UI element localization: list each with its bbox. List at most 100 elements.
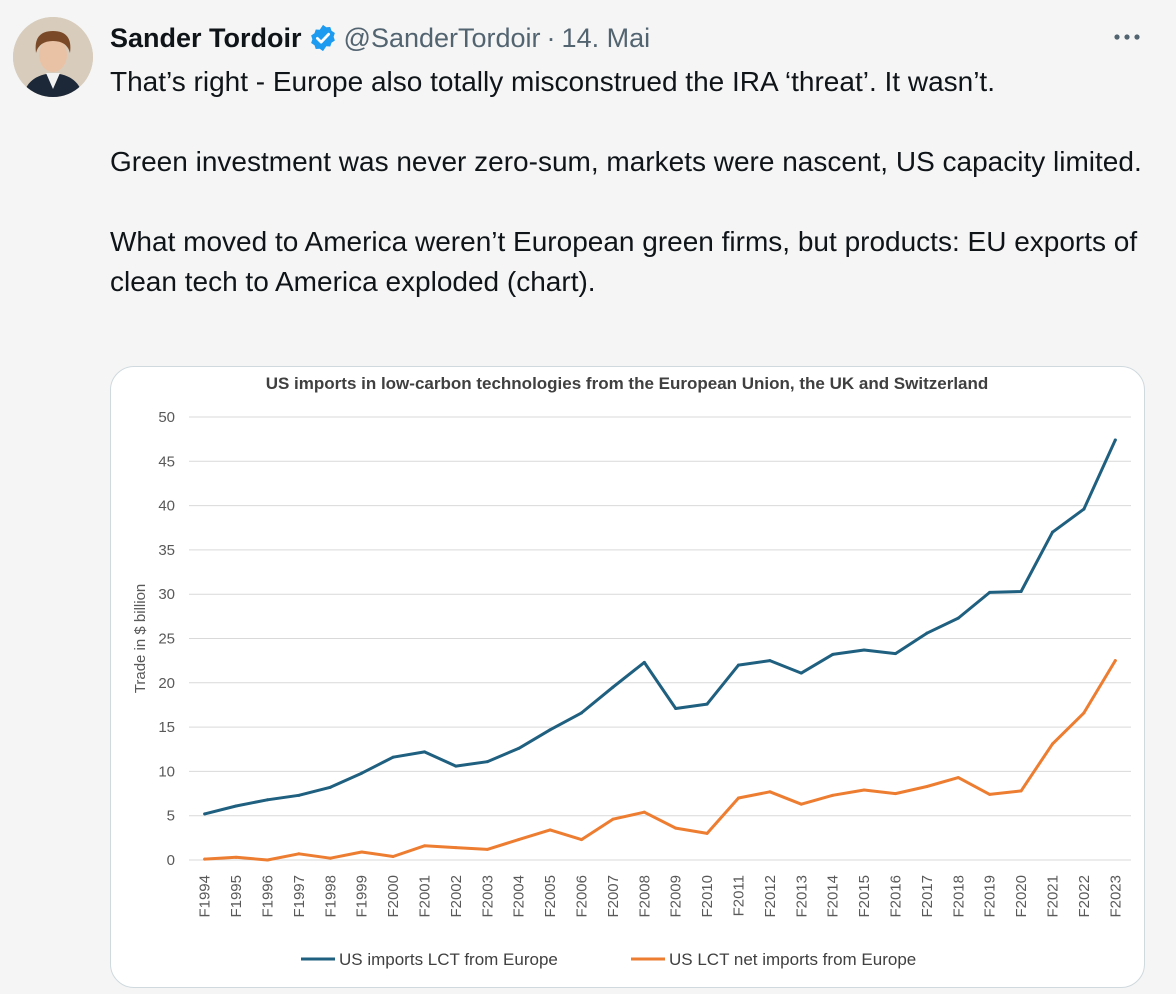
x-tick-label: F2016 [888,875,905,918]
data-point [485,847,489,851]
data-point [737,796,740,800]
y-tick-label: 30 [158,586,175,603]
x-tick-label: F2015 [856,875,873,918]
data-point [548,728,552,732]
avatar-image [13,17,93,97]
data-point [548,828,552,832]
data-point [1082,711,1086,715]
y-tick-label: 20 [158,675,175,692]
data-point [705,831,709,835]
y-tick-label: 35 [158,542,175,559]
x-tick-label: F2000 [385,875,402,918]
data-point [862,648,866,652]
data-point [203,857,207,861]
data-point [894,792,897,796]
data-point [266,798,269,802]
x-tick-label: F2011 [731,875,748,916]
chart-title: US imports in low-carbon technologies fr… [266,374,989,393]
x-tick-label: F2012 [762,875,779,918]
x-tick-label: F2019 [982,875,999,918]
data-point [768,790,772,794]
author-handle[interactable]: @SanderTordoir [343,22,541,53]
data-point [234,804,238,808]
x-tick-label: F2010 [699,875,716,918]
x-tick-label: F2020 [1013,875,1030,918]
data-point [485,760,489,764]
data-point [328,785,332,789]
data-point [705,702,709,706]
x-tick-label: F1996 [260,875,277,918]
y-tick-label: 50 [158,409,175,426]
x-tick-label: F1997 [291,875,308,918]
data-point [1019,789,1023,793]
chart-image-card[interactable]: US imports in low-carbon technologies fr… [110,366,1145,988]
x-tick-label: F2007 [605,875,622,918]
x-tick-label: F2001 [417,875,434,918]
data-point [391,755,395,759]
data-point [1051,530,1054,534]
data-point [956,776,960,780]
x-tick-label: F1999 [354,875,371,918]
data-point [642,660,646,664]
data-point [203,812,207,816]
data-point [423,750,426,754]
y-tick-label: 5 [167,808,175,825]
data-point [1019,590,1023,594]
x-tick-label: F2013 [793,875,810,918]
data-point [988,590,992,594]
data-point [831,793,835,797]
series-line-2 [203,659,1117,862]
data-point [454,764,458,768]
tweet-paragraph: Green investment was never zero-sum, mar… [110,146,1142,177]
data-point [674,826,678,830]
data-point [799,671,803,675]
data-point [956,616,960,620]
header-separator: · [546,22,556,53]
data-point [1113,438,1117,442]
series-line-1 [203,438,1117,816]
data-point [360,850,364,854]
legend-label: US imports LCT from Europe [339,950,558,969]
x-tick-label: F2018 [950,875,967,918]
data-point [360,771,364,775]
author-name[interactable]: Sander Tordoir [110,22,302,53]
data-point [266,858,269,862]
x-tick-label: F2008 [636,875,653,918]
data-point [737,663,740,667]
x-tick-label: F2003 [479,875,496,918]
data-point [862,788,866,792]
data-point [611,685,615,689]
tweet-header: Sander Tordoir @SanderTordoir · 14. Mai [110,20,650,56]
data-point [297,793,301,797]
data-point [768,659,772,663]
verified-badge-icon [308,23,338,53]
data-point [988,792,992,796]
x-tick-label: F2006 [574,875,591,918]
data-point [391,854,395,858]
more-options-icon[interactable] [1110,22,1144,52]
data-point [454,846,458,850]
tweet-paragraph: That’s right - Europe also totally misco… [110,66,995,97]
data-point [925,784,929,788]
x-tick-label: F2017 [919,875,936,918]
data-point [517,746,521,750]
y-tick-label: 40 [158,498,175,515]
data-point [234,855,238,859]
data-point [1051,742,1054,746]
author-avatar[interactable] [13,17,93,97]
y-tick-label: 10 [158,763,175,780]
x-tick-label: F2004 [511,875,528,918]
data-point [799,802,803,806]
tweet-date[interactable]: 14. Mai [561,22,651,53]
data-point [925,631,929,635]
x-tick-label: F2009 [668,875,685,918]
data-point [674,706,678,710]
data-point [423,844,426,848]
tweet-paragraph: What moved to America weren’t European g… [110,226,1138,297]
x-tick-label: F1998 [322,875,339,918]
data-point [642,810,646,814]
data-point [580,711,583,715]
y-axis-label: Trade in $ billion [132,584,149,694]
data-point [328,856,332,860]
x-tick-label: F2014 [825,875,842,918]
